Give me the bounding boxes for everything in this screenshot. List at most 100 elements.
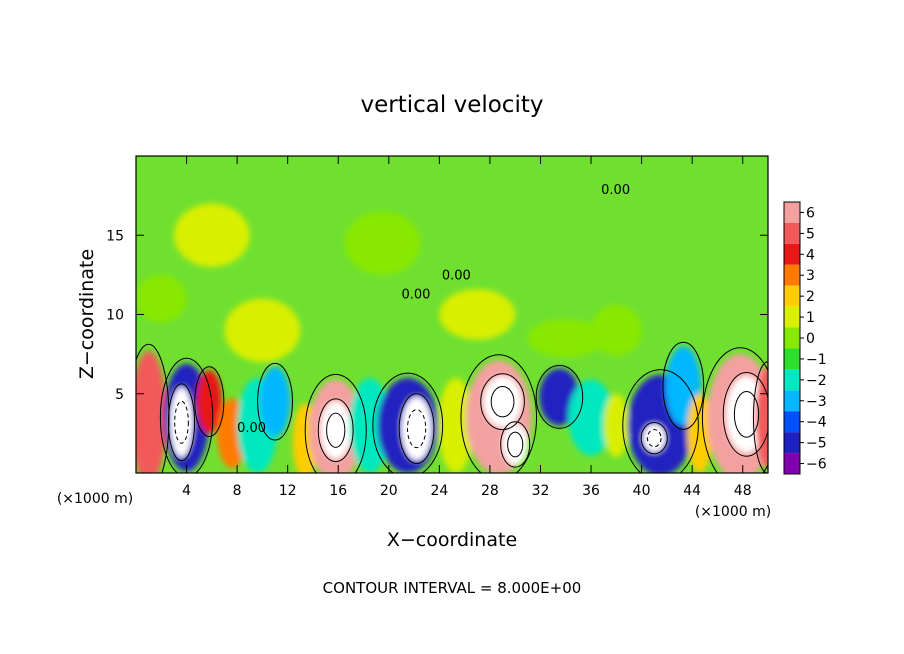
y-tick-label: 15 xyxy=(106,228,124,244)
colorbar-swatch xyxy=(784,222,800,244)
heatmap-cell xyxy=(349,377,391,473)
colorbar-label: 2 xyxy=(806,289,815,305)
colorbar-label: −3 xyxy=(806,394,827,410)
heatmap-cell xyxy=(755,366,768,469)
heatmap-cell xyxy=(438,377,474,473)
heatmap-cell xyxy=(224,298,301,363)
colorbar-swatch xyxy=(784,453,800,474)
colorbar-swatch xyxy=(784,369,800,391)
contour-line xyxy=(507,431,524,458)
y-tick-label: 10 xyxy=(106,308,124,324)
contour-line xyxy=(194,366,225,438)
x-tick-label: 24 xyxy=(430,483,448,499)
x-axis: 4 8 12 16 20 24 28 32 36 40 44 48 xyxy=(182,156,752,499)
colorbar-swatch xyxy=(784,264,800,286)
colorbar-swatch xyxy=(784,243,800,265)
contour-line xyxy=(622,369,699,473)
x-tick-label: 12 xyxy=(279,483,297,499)
heatmap-cell xyxy=(591,304,642,356)
contour-line xyxy=(640,421,668,455)
colorbar-label: 1 xyxy=(806,310,815,326)
contour-line xyxy=(372,372,444,473)
heatmap-cell xyxy=(568,379,614,456)
contour-line xyxy=(662,341,705,430)
colorbar-swatch xyxy=(784,285,800,307)
x-tick-label: 40 xyxy=(633,483,651,499)
heatmap-cell xyxy=(527,319,604,358)
x-axis-title: X−coordinate xyxy=(387,529,517,551)
heatmap-cell xyxy=(483,376,522,428)
heatmap-cell xyxy=(196,369,222,434)
colorbar-swatch xyxy=(784,348,800,370)
colorbar: 6 5 4 3 2 1 0 −1 −2 −3 −4 −5 −6 xyxy=(783,201,827,475)
contour-label: 0.00 xyxy=(442,269,471,284)
contour-line xyxy=(701,347,768,473)
contour-line xyxy=(480,373,525,431)
contour-line xyxy=(398,393,435,464)
x-tick-label: 32 xyxy=(532,483,550,499)
contour-line xyxy=(167,383,196,462)
contour-line xyxy=(159,357,214,473)
contour-label: 0.00 xyxy=(237,421,266,436)
colorbar-swatch xyxy=(784,202,800,223)
x-tick-label: 16 xyxy=(329,483,347,499)
x-unit-left: (×1000 m) xyxy=(57,491,133,507)
colorbar-swatch xyxy=(784,390,800,412)
contour-line xyxy=(304,373,367,473)
x-tick-label: 48 xyxy=(734,483,752,499)
heatmap-cell xyxy=(320,401,351,459)
heatmap-cell xyxy=(439,289,516,340)
contour-line xyxy=(326,412,346,448)
colorbar-label: 6 xyxy=(806,205,815,221)
x-tick-label: 20 xyxy=(380,483,398,499)
contour-label: 0.00 xyxy=(601,183,630,198)
colorbar-label: 0 xyxy=(806,331,815,347)
heatmap-cell xyxy=(136,274,187,323)
x-tick-label: 36 xyxy=(582,483,600,499)
heatmap-cell xyxy=(173,203,250,267)
x-unit-right: (×1000 m) xyxy=(695,504,771,520)
contour-line xyxy=(722,372,768,457)
colorbar-swatch xyxy=(784,327,800,349)
colorbar-swatch xyxy=(784,432,800,454)
heatmap-cell xyxy=(603,393,629,458)
heatmap-cell xyxy=(136,350,167,473)
contour-label: 0.00 xyxy=(401,288,430,303)
zero-contours xyxy=(136,341,768,473)
colorbar-swatch xyxy=(784,411,800,433)
heatmap-cell xyxy=(502,423,528,466)
colorbar-label: −5 xyxy=(806,436,827,452)
colorbar-label: −1 xyxy=(806,352,827,368)
x-tick-label: 28 xyxy=(481,483,499,499)
heatmap-cell xyxy=(642,423,666,453)
contour-line xyxy=(535,365,584,429)
contour-line xyxy=(174,400,189,444)
heatmap-cell xyxy=(259,366,291,437)
contour-labels: 0.00 0.00 0.00 0.00 xyxy=(237,183,630,436)
x-tick-label: 8 xyxy=(233,483,242,499)
y-tick-label: 5 xyxy=(115,387,124,403)
contour-line xyxy=(257,362,293,441)
colorbar-label: 3 xyxy=(806,268,815,284)
colorbar-label: −2 xyxy=(806,373,827,389)
contour-line xyxy=(733,391,760,438)
colorbar-label: 5 xyxy=(806,226,815,242)
heatmap-cell xyxy=(401,396,432,461)
y-axis-title: Z−coordinate xyxy=(76,249,98,379)
contour-line xyxy=(460,354,538,473)
colorbar-label: −4 xyxy=(806,415,827,431)
colorbar-swatch xyxy=(784,306,800,328)
contour-line xyxy=(500,421,531,468)
heatmap-cell xyxy=(170,387,193,458)
colorbar-label: −6 xyxy=(806,457,827,473)
x-tick-label: 44 xyxy=(683,483,701,499)
chart-title: vertical velocity xyxy=(361,92,544,118)
y-axis: 5 10 15 xyxy=(106,228,768,403)
contour-line xyxy=(646,429,662,448)
contour-line xyxy=(490,385,515,418)
contour-interval-note: CONTOUR INTERVAL = 8.000E+00 xyxy=(323,579,582,597)
contour-line xyxy=(407,409,427,449)
heatmap-field: 0.00 0.00 0.00 0.00 xyxy=(136,156,768,473)
heatmap-cell xyxy=(344,211,421,275)
